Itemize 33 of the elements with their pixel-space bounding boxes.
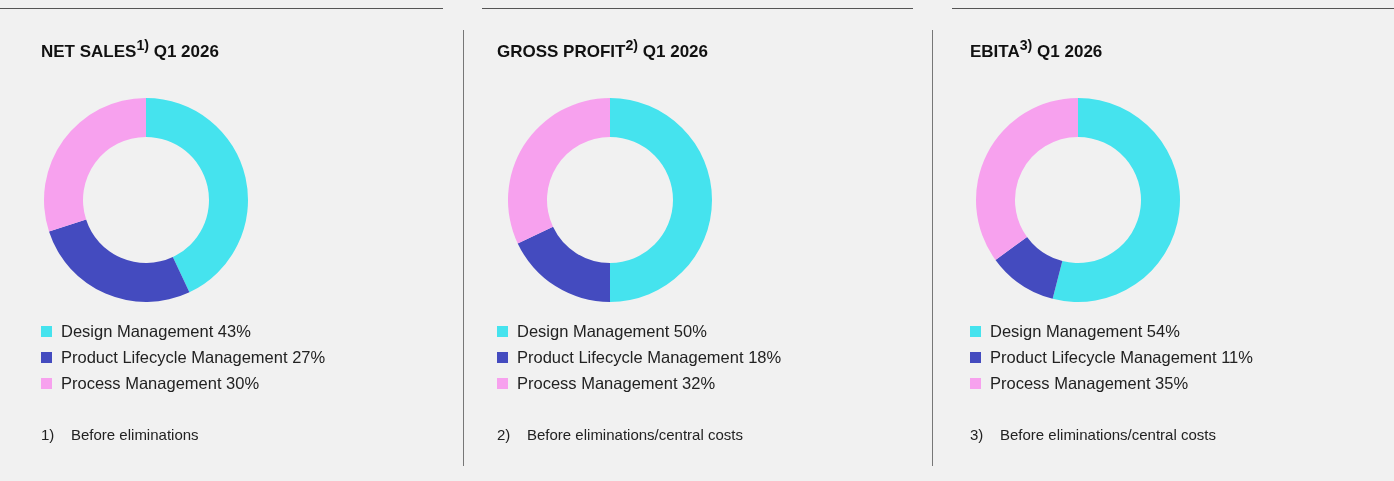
legend-label: Process Management [61, 373, 222, 392]
data-label: 35% [1155, 373, 1189, 392]
legend-label: Process Management [517, 373, 678, 392]
text: 2) Before eliminations/central costs [497, 426, 743, 443]
legend-label: Product Lifecycle Management [517, 347, 744, 366]
donut-slice [146, 98, 248, 293]
chart-title: NET SALES$^{1)}$ Q1 2026 [41, 37, 219, 62]
chart-title: EBITA$^{3)}$ Q1 2026 [970, 37, 1103, 62]
data-label: 54% [1146, 321, 1180, 340]
chart-title: GROSS PROFIT$^{2)}$ Q1 2026 [497, 37, 709, 62]
data-label: 43% [217, 321, 251, 340]
donut-slice [1052, 98, 1180, 302]
legend-label: Product Lifecycle Management [990, 347, 1217, 366]
data-label: 30% [226, 373, 260, 392]
legend-label: Design Management [61, 321, 214, 340]
donut-slice [610, 98, 712, 302]
donut-slice [976, 98, 1078, 260]
data-label: 32% [682, 373, 716, 392]
legend-label: Design Management [990, 321, 1143, 340]
text: 1) Before eliminations [41, 426, 199, 443]
donut-slice [48, 219, 190, 302]
data-label: 50% [673, 321, 707, 340]
legend-label: Design Management [517, 321, 670, 340]
legend-label: Product Lifecycle Management [61, 347, 288, 366]
donut-slice [44, 98, 146, 232]
donut-slice [517, 226, 610, 302]
data-label: 11% [1221, 347, 1253, 366]
legend-label: Process Management [990, 373, 1151, 392]
text: 3) Before eliminations/central costs [970, 426, 1216, 443]
donut-slice [508, 98, 610, 244]
data-label: 27% [292, 347, 326, 366]
donut-slice [995, 237, 1063, 299]
data-label: 18% [748, 347, 782, 366]
